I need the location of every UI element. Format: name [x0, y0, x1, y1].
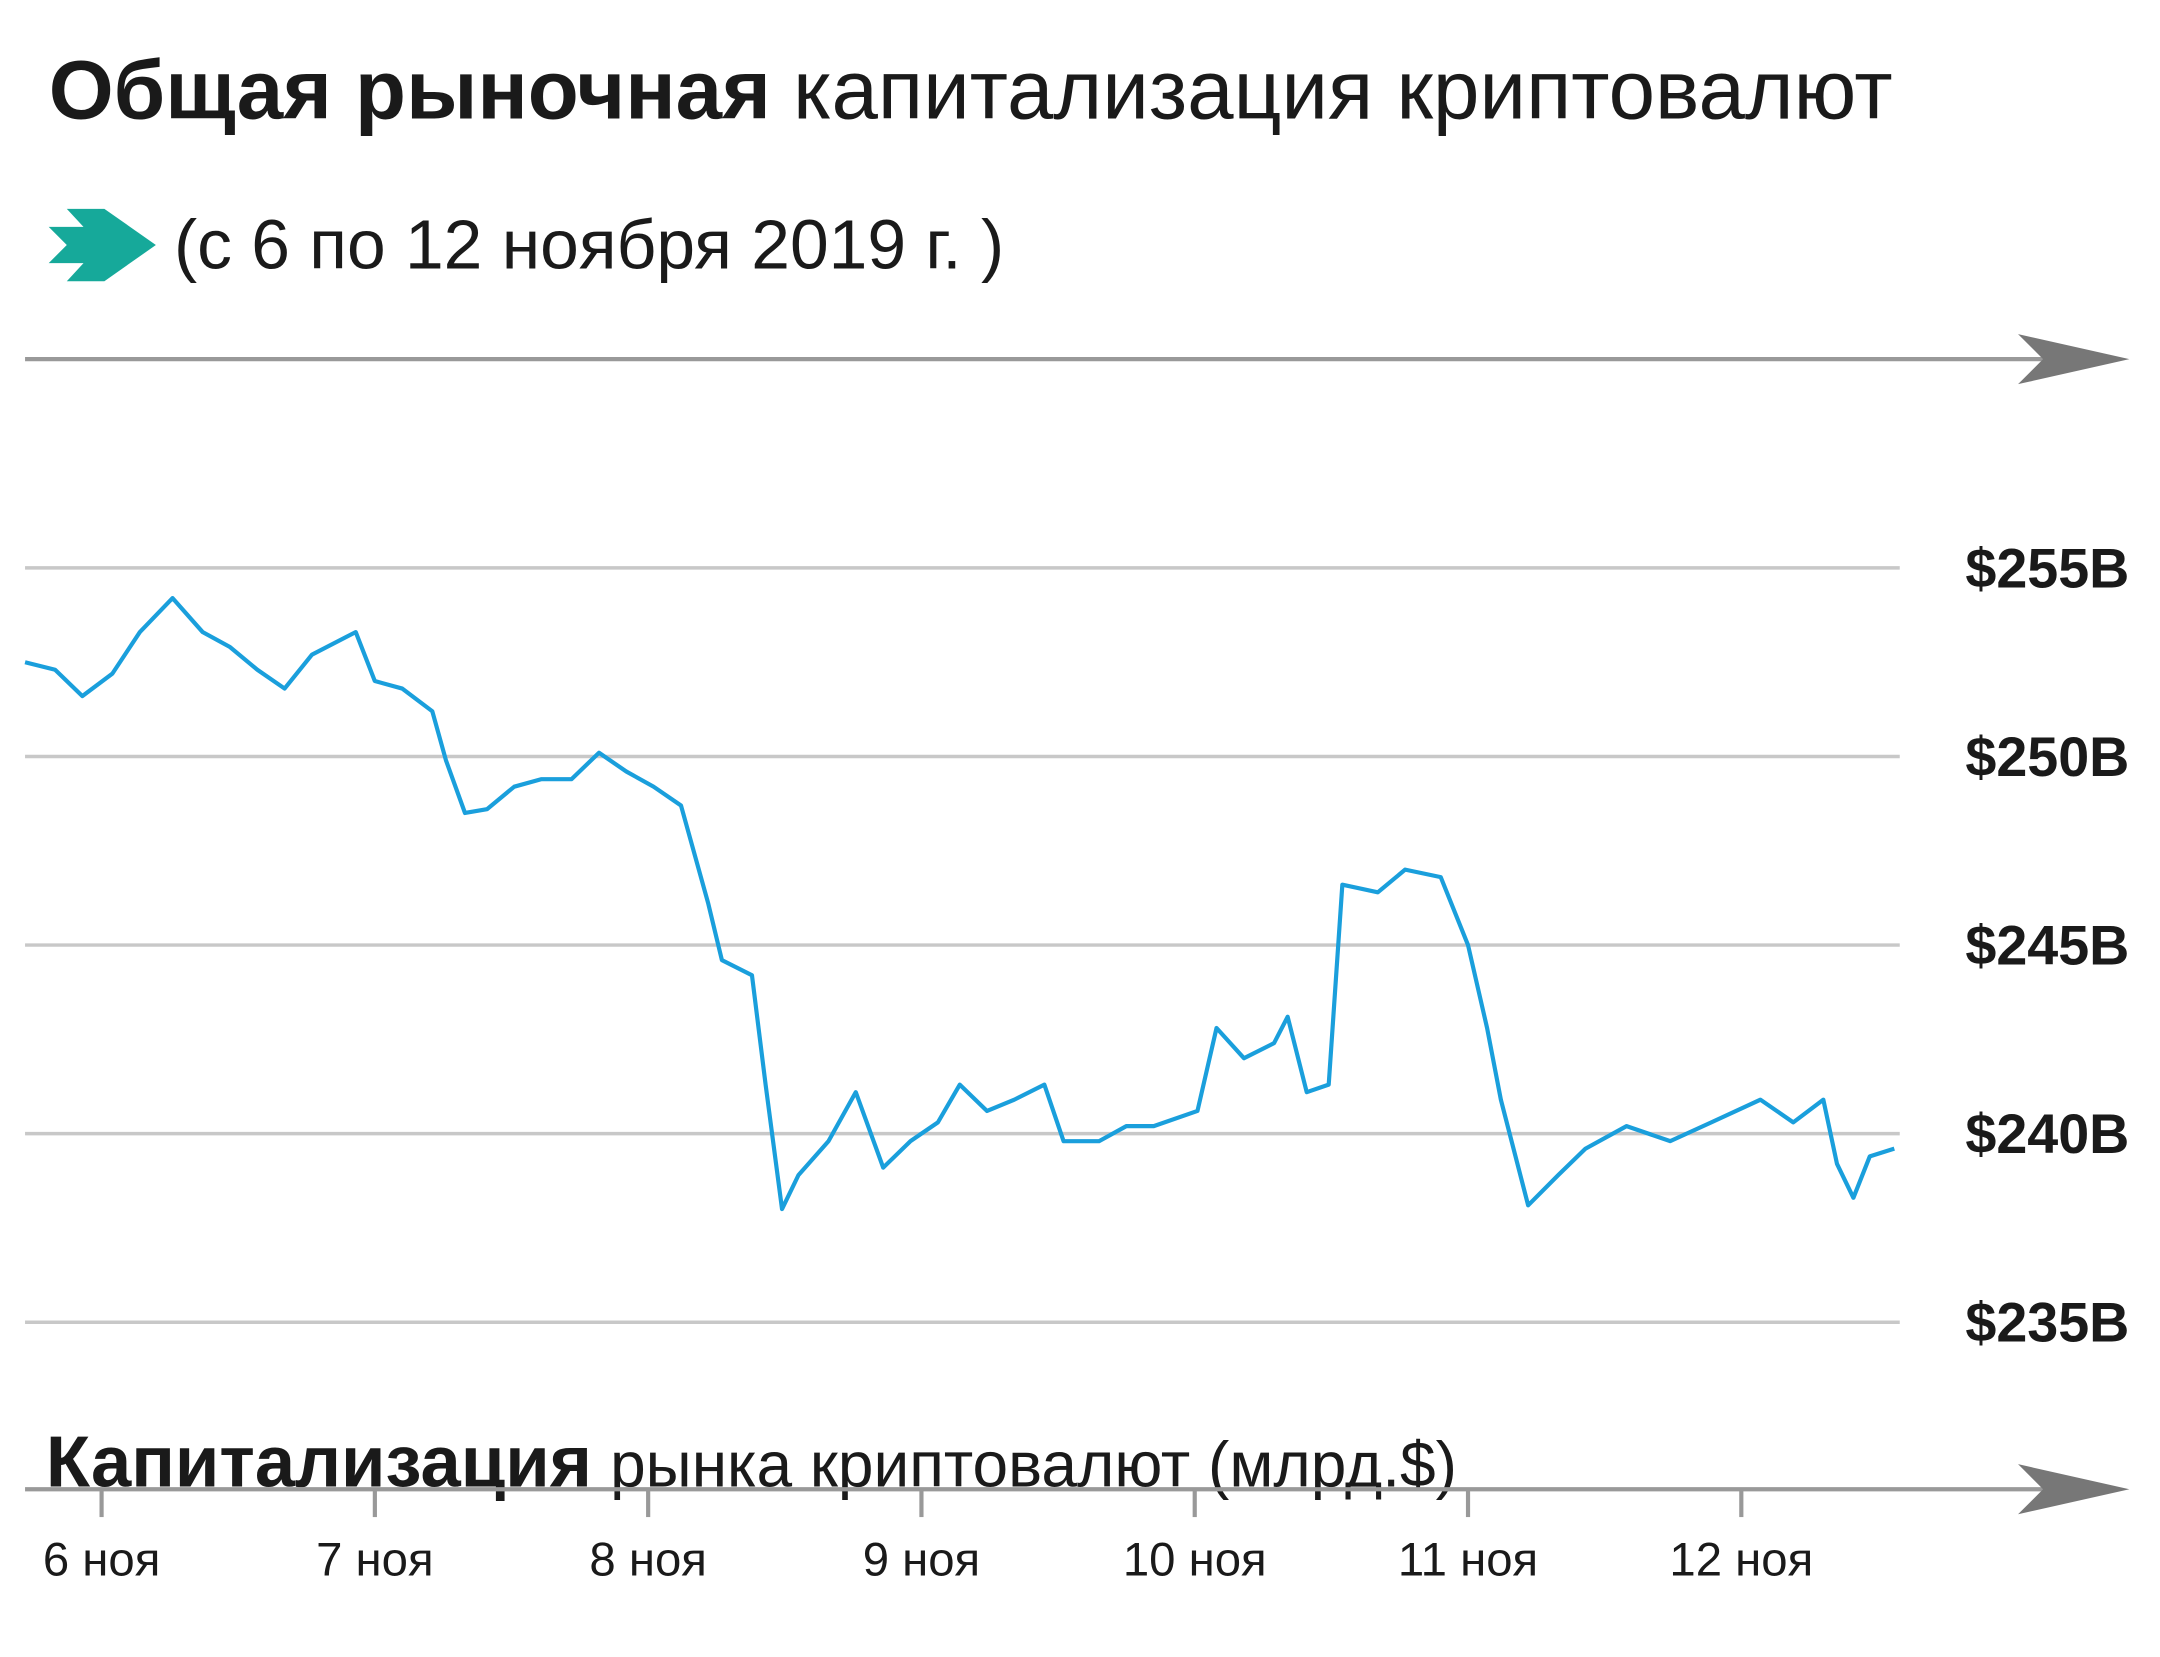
x-tick-label: 11 ноя	[1398, 1534, 1538, 1587]
y-tick-label: $245B	[1965, 915, 2129, 977]
x-tick-label: 7 ноя	[316, 1534, 433, 1587]
x-tick-label: 6 ноя	[43, 1534, 160, 1587]
title-regular: капитализация криптовалют	[793, 42, 1893, 136]
x-tick-label: 12 ноя	[1669, 1534, 1813, 1587]
x-tick-label: 8 ноя	[589, 1534, 706, 1587]
data-line	[24, 596, 1895, 1212]
y-tick-label: $235B	[1965, 1292, 2129, 1354]
x-axis-title: Капитализация рынка криптовалют (млрд.$)	[46, 1421, 1457, 1502]
chart-title: Общая рыночная капитализация криптовалют	[49, 42, 1893, 136]
chart-subtitle: (с 6 по 12 ноября 2019 г. )	[174, 206, 1004, 284]
top-arrow-head	[2018, 334, 2130, 385]
x-axis-arrow-head	[2018, 1464, 2130, 1515]
x-tick-label: 9 ноя	[863, 1534, 980, 1587]
x-tick-label: 10 ноя	[1123, 1534, 1267, 1587]
title-bold: Общая рыночная	[49, 42, 771, 136]
y-tick-label: $255B	[1965, 537, 2129, 599]
y-tick-label: $250B	[1965, 726, 2129, 788]
y-tick-label: $240B	[1965, 1103, 2129, 1165]
subtitle-arrow-icon	[48, 208, 156, 282]
